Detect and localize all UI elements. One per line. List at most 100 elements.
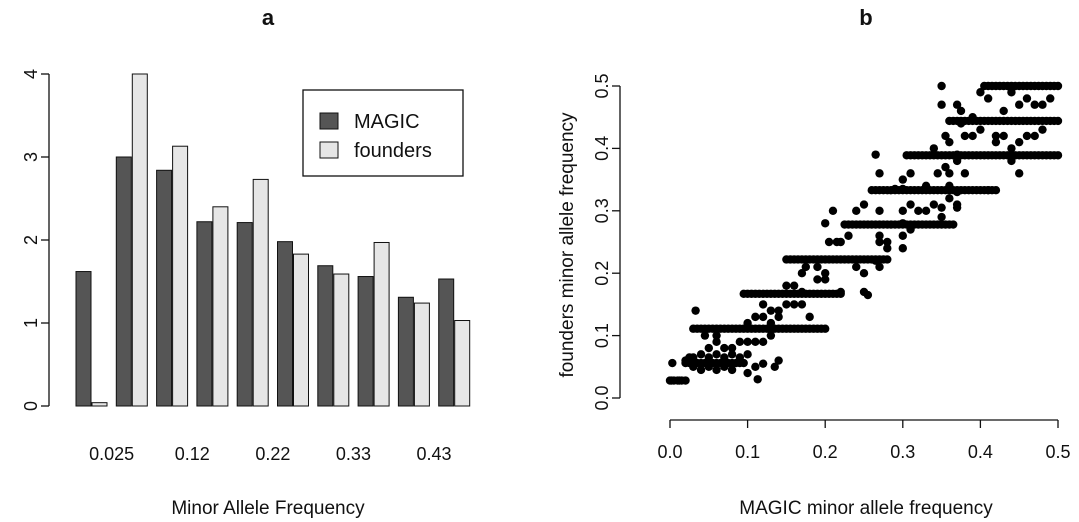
data-point	[797, 300, 807, 309]
panel-b-y-axis-label: founders minor allele frequency	[557, 112, 578, 378]
data-point	[689, 362, 698, 371]
data-point	[937, 212, 946, 222]
data-point	[952, 156, 962, 166]
data-point	[1053, 151, 1063, 160]
data-point	[753, 375, 762, 384]
legend-box	[302, 89, 464, 177]
data-point	[898, 219, 907, 228]
data-point	[735, 353, 745, 362]
x-tick-label: 0.1	[735, 442, 760, 462]
x-tick-label: 0.025	[89, 444, 134, 464]
data-point	[667, 376, 676, 385]
y-tick-label: 0.1	[592, 323, 612, 348]
data-point	[743, 337, 752, 347]
data-point	[956, 106, 966, 116]
data-point	[782, 281, 791, 290]
data-point	[859, 200, 869, 209]
y-tick-label: 1	[21, 318, 41, 328]
data-point	[945, 194, 954, 203]
data-point	[1007, 144, 1016, 153]
data-point	[681, 376, 690, 385]
bar-magic-2	[156, 169, 173, 407]
y-tick-label: 0.3	[592, 198, 612, 223]
data-point	[945, 181, 954, 191]
bar-magic-3	[196, 221, 213, 407]
data-point	[952, 200, 962, 209]
x-tick-label: 0.2	[813, 442, 838, 462]
data-point	[1015, 137, 1024, 147]
x-tick-label: 0.5	[1045, 442, 1070, 462]
data-point	[766, 318, 776, 328]
data-point	[941, 162, 950, 172]
data-point	[875, 262, 884, 272]
data-point	[751, 362, 760, 371]
data-point	[871, 150, 880, 159]
data-point	[906, 225, 915, 234]
data-point	[813, 275, 822, 284]
bar-founders-4	[252, 178, 269, 407]
bar-magic-5	[277, 241, 293, 407]
data-point	[727, 343, 737, 353]
data-point	[1007, 88, 1016, 97]
data-point	[1046, 94, 1055, 103]
y-tick-label: 3	[21, 152, 41, 162]
data-point	[898, 175, 907, 184]
data-point	[921, 206, 931, 215]
data-point	[952, 100, 962, 109]
bar-founders-2	[172, 145, 189, 407]
data-point	[696, 365, 706, 375]
bar-founders-5	[293, 253, 309, 407]
data-point	[991, 186, 1001, 195]
data-point	[821, 324, 830, 333]
data-point	[875, 231, 884, 240]
panel-b-x-axis-label: MAGIC minor allele frequency	[739, 498, 993, 519]
legend-swatch-magic	[319, 112, 339, 130]
data-point	[743, 368, 752, 378]
data-point	[704, 353, 713, 362]
y-tick-label: 0.0	[592, 385, 612, 410]
data-point	[691, 306, 700, 315]
data-point	[890, 184, 900, 194]
data-point	[1030, 131, 1039, 141]
panel-a-bars	[75, 73, 471, 407]
data-point	[712, 350, 721, 359]
data-point	[991, 131, 1001, 141]
panel-a-bar-chart: a Minor Allele Frequency 0 1 2 3 4 0.025 0.12…	[21, 5, 471, 519]
bar-magic-4	[236, 222, 253, 407]
data-point	[999, 131, 1008, 141]
data-point	[720, 343, 729, 353]
panel-b-axes: 0.0 0.1 0.2 0.3 0.4 0.5 0.0 0.1 0.2 0.3 0.4 0.5	[592, 73, 1071, 462]
data-point	[801, 262, 810, 272]
y-tick-label: 0.4	[592, 136, 612, 161]
data-point	[774, 356, 783, 365]
data-point	[1038, 100, 1047, 109]
data-point	[852, 262, 861, 272]
data-point	[797, 269, 807, 278]
panel-a-legend: MAGIC founders	[302, 89, 464, 177]
data-point	[983, 94, 993, 103]
data-point	[743, 350, 752, 359]
data-point	[968, 113, 977, 122]
data-point	[727, 350, 737, 359]
data-point	[789, 281, 799, 290]
panel-b-points	[665, 81, 1063, 385]
data-point	[751, 312, 760, 322]
data-point	[952, 187, 962, 197]
data-point	[824, 237, 834, 247]
data-point	[976, 125, 985, 134]
data-point	[956, 119, 966, 128]
data-point	[1053, 116, 1063, 126]
data-point	[836, 287, 845, 297]
data-point	[1022, 94, 1032, 103]
x-tick-label: 0.12	[175, 444, 210, 464]
x-tick-label: 0.3	[890, 442, 915, 462]
data-point	[758, 300, 768, 309]
bar-founders-1	[131, 73, 148, 407]
data-point	[937, 100, 946, 109]
data-point	[805, 312, 814, 322]
data-point	[999, 106, 1008, 116]
data-point	[766, 306, 776, 315]
y-tick-label: 2	[21, 235, 41, 245]
bar-magic-8	[397, 296, 414, 407]
data-point	[949, 220, 958, 229]
